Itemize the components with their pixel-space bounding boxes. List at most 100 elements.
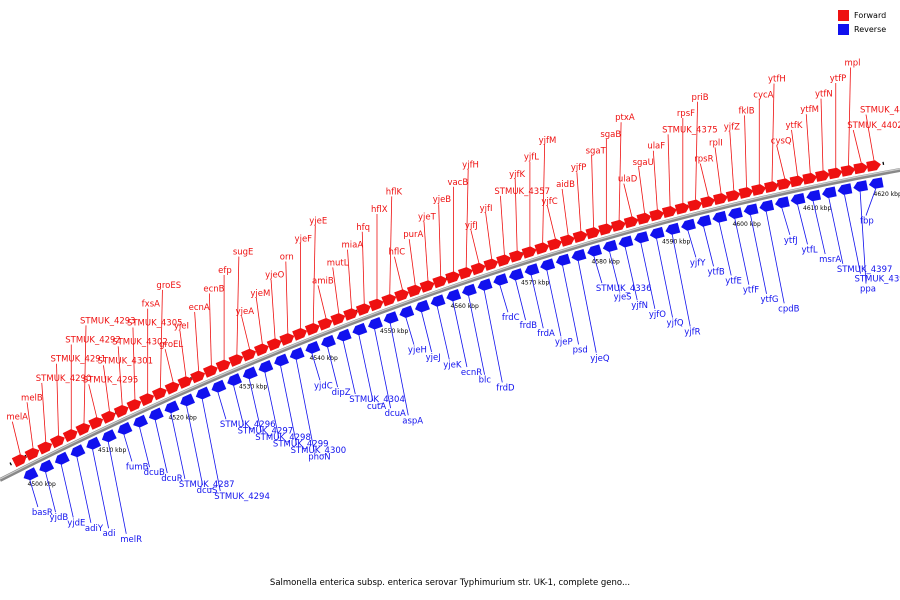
- gene-arrow-ptxa[interactable]: [611, 219, 626, 232]
- gene-arrow-stmuk-4402[interactable]: [853, 162, 869, 175]
- gene-arrow-msra[interactable]: [806, 189, 821, 202]
- gene-arrow-ytfm[interactable]: [802, 172, 818, 185]
- gene-arrow-frda[interactable]: [524, 263, 540, 276]
- gene-label-groes[interactable]: groES: [156, 281, 181, 291]
- gene-label-prib[interactable]: priB: [692, 93, 709, 103]
- gene-label-ecnr[interactable]: ecnR: [461, 368, 482, 378]
- gene-arrow-stmuk-4287[interactable]: [164, 400, 180, 414]
- gene-arrow-adi[interactable]: [86, 436, 101, 450]
- gene-label-stmuk-4290[interactable]: STMUK_4290: [36, 374, 92, 384]
- gene-label-yjfk[interactable]: yjfK: [509, 170, 525, 180]
- gene-arrow-sgat[interactable]: [585, 227, 601, 240]
- gene-label-yjfy[interactable]: yjfY: [690, 258, 706, 268]
- gene-label-sgau[interactable]: sgaU: [633, 158, 654, 168]
- gene-arrow-stmuk-4336[interactable]: [587, 244, 602, 257]
- gene-arrow-stmuk-4298[interactable]: [242, 366, 258, 380]
- gene-label-hfq[interactable]: hfq: [356, 223, 370, 233]
- gene-arrow-yjfh[interactable]: [458, 267, 473, 280]
- gene-arrow-aspa[interactable]: [383, 311, 399, 324]
- gene-arrow-cuta[interactable]: [352, 322, 368, 336]
- gene-arrow-frdb[interactable]: [508, 268, 524, 281]
- gene-label-yjfi[interactable]: yjfI: [480, 204, 493, 214]
- gene-arrow-aidb[interactable]: [560, 234, 575, 247]
- gene-label-yjeh[interactable]: yjeH: [408, 346, 427, 356]
- gene-label-ytfn[interactable]: ytfN: [815, 90, 833, 100]
- gene-arrow-adiy[interactable]: [70, 444, 86, 458]
- gene-arrow-yjfm[interactable]: [534, 242, 550, 255]
- gene-label-ytfp[interactable]: ytfP: [830, 74, 846, 84]
- gene-label-ytfk[interactable]: ytfK: [786, 121, 803, 131]
- gene-arrow-stmuk-4398[interactable]: [837, 183, 853, 195]
- gene-label-hflc[interactable]: hflC: [388, 248, 405, 258]
- gene-arrow-ulaf[interactable]: [649, 209, 665, 222]
- gene-arrow-ytfh[interactable]: [764, 181, 779, 193]
- gene-arrow-melb[interactable]: [24, 447, 40, 461]
- gene-arrow-rpli[interactable]: [713, 193, 728, 205]
- gene-label-ytfe[interactable]: ytfE: [725, 276, 742, 286]
- gene-label-msra[interactable]: msrA: [819, 255, 841, 265]
- gene-arrow-dcus[interactable]: [180, 393, 195, 407]
- gene-label-stmuk-4305[interactable]: STMUK_4305: [127, 318, 183, 328]
- gene-label-dcua[interactable]: dcuA: [385, 409, 406, 419]
- gene-label-yjfq[interactable]: yjfQ: [667, 319, 684, 329]
- gene-arrow-yjeb[interactable]: [432, 275, 448, 289]
- gene-label-stmuk-4398[interactable]: STMUK_4398: [854, 275, 900, 285]
- gene-label-fklb[interactable]: fklB: [739, 106, 755, 116]
- gene-label-yjfc[interactable]: yjfC: [541, 197, 557, 207]
- gene-arrow-yjfn[interactable]: [618, 235, 634, 248]
- gene-arrow-stmuk-4291[interactable]: [50, 435, 65, 449]
- gene-arrow-yjej[interactable]: [415, 299, 430, 313]
- gene-label-stmuk-4298[interactable]: STMUK_4298: [255, 433, 311, 443]
- gene-arrow-hflk[interactable]: [381, 294, 397, 307]
- gene-label-aidb[interactable]: aidB: [556, 180, 575, 190]
- gene-label-stmuk-4295[interactable]: STMUK_4295: [83, 375, 139, 385]
- gene-label-sgab[interactable]: sgaB: [600, 130, 621, 140]
- gene-arrow-yjfr[interactable]: [665, 222, 681, 235]
- gene-arrow-yjee[interactable]: [304, 323, 320, 336]
- gene-label-dcub[interactable]: dcuB: [144, 468, 165, 478]
- gene-arrow-fumb[interactable]: [117, 421, 133, 435]
- gene-arrow-yjea[interactable]: [241, 348, 257, 362]
- gene-label-efp[interactable]: efp: [218, 266, 232, 276]
- gene-arrow-basr[interactable]: [23, 467, 39, 481]
- gene-label-orn[interactable]: orn: [280, 253, 294, 263]
- gene-label-yjej[interactable]: yjeJ: [426, 353, 441, 363]
- gene-arrow-yjde[interactable]: [54, 451, 70, 465]
- gene-arrow-melr[interactable]: [101, 429, 117, 443]
- gene-label-stmuk-4300[interactable]: STMUK_4300: [291, 446, 347, 456]
- gene-arrow-stmuk-4294[interactable]: [195, 386, 211, 400]
- gene-label-fumb[interactable]: fumB: [126, 462, 149, 472]
- gene-arrow-stmuk-4301[interactable]: [101, 410, 116, 424]
- gene-arrow-frdc[interactable]: [493, 273, 509, 286]
- gene-arrow-groel[interactable]: [164, 381, 180, 395]
- gene-label-yjdb[interactable]: yjdB: [50, 513, 69, 523]
- gene-label-frda[interactable]: frdA: [537, 329, 555, 339]
- gene-label-cyca[interactable]: cycA: [753, 90, 773, 100]
- gene-arrow-yjfi[interactable]: [483, 258, 499, 271]
- gene-arrow-hflx[interactable]: [368, 298, 384, 312]
- gene-arrow-ecnb[interactable]: [203, 365, 218, 378]
- gene-arrow-yjeo[interactable]: [266, 338, 282, 351]
- gene-arrow-phon[interactable]: [289, 347, 305, 360]
- gene-arrow-sgau[interactable]: [636, 212, 652, 225]
- gene-arrow-yjfz[interactable]: [725, 190, 741, 202]
- gene-label-miaa[interactable]: miaA: [342, 241, 364, 251]
- gene-arrow-stmuk-4397[interactable]: [822, 186, 837, 199]
- gene-arrow-mela[interactable]: [11, 454, 27, 468]
- gene-arrow-orn[interactable]: [279, 333, 295, 346]
- gene-label-ytff[interactable]: ytfF: [743, 286, 759, 296]
- gene-arrow-sgab[interactable]: [598, 223, 614, 236]
- gene-label-yjde[interactable]: yjdE: [67, 518, 85, 528]
- gene-label-yjfo[interactable]: yjfO: [649, 310, 666, 320]
- gene-label-blc[interactable]: blc: [479, 376, 492, 386]
- gene-arrow-stmuk-4293[interactable]: [75, 423, 91, 436]
- gene-label-yjep[interactable]: yjeP: [555, 337, 573, 347]
- gene-label-yjet[interactable]: yjeT: [418, 213, 437, 223]
- gene-arrow-cysq[interactable]: [776, 178, 792, 191]
- gene-label-yjfh[interactable]: yjfH: [462, 160, 479, 170]
- gene-arrow-amib[interactable]: [317, 318, 333, 331]
- gene-label-adi[interactable]: adi: [103, 529, 116, 539]
- gene-label-amib[interactable]: amiB: [312, 276, 334, 286]
- gene-label-stmuk-4294[interactable]: STMUK_4294: [214, 492, 270, 502]
- gene-label-dcur[interactable]: dcuR: [161, 474, 182, 484]
